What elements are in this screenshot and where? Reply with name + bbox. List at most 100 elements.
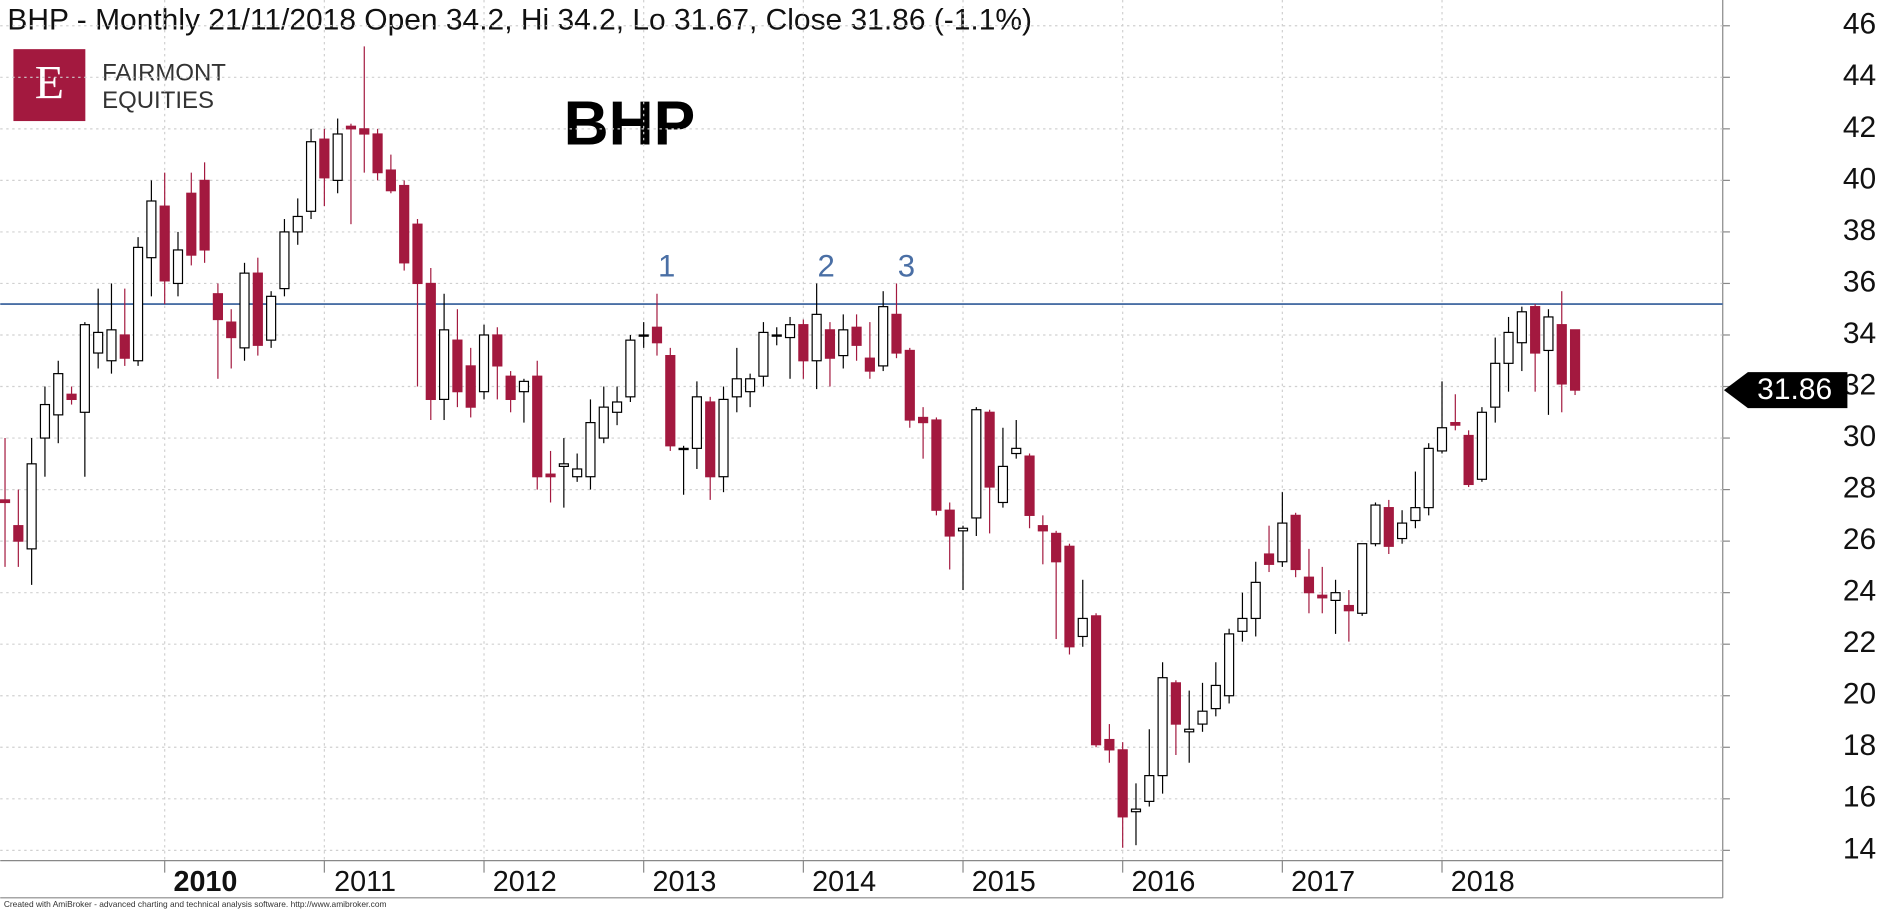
candle-body: [39, 403, 51, 439]
candle-body: [332, 133, 343, 181]
candle-body: [1210, 684, 1221, 710]
candle-body: [319, 138, 330, 179]
candle-body: [824, 329, 836, 359]
chart-title: BHP - Monthly 21/11/2018 Open 34.2, Hi 3…: [7, 3, 1032, 36]
candle-body: [585, 421, 596, 478]
candle-body: [1130, 808, 1142, 813]
y-tick-label: 28: [1843, 472, 1876, 505]
x-tick-label: 2017: [1291, 866, 1355, 898]
candle-body: [1330, 592, 1341, 601]
candle-body: [252, 272, 263, 346]
candle-body: [997, 465, 1009, 504]
candle-body: [132, 246, 144, 362]
candle-body: [984, 411, 995, 488]
candle-body: [918, 416, 929, 424]
candle-body: [904, 349, 915, 421]
candle-body: [226, 321, 237, 339]
candle-body: [1051, 532, 1062, 563]
candle-body: [1290, 514, 1301, 571]
x-tick-label: 2016: [1131, 866, 1195, 898]
candle-body: [705, 401, 716, 478]
candle-body: [971, 409, 982, 519]
candle-body: [545, 473, 556, 478]
logo-mark: E: [35, 57, 64, 110]
candle-body: [957, 527, 969, 532]
candle-body: [1357, 543, 1368, 614]
candle-body: [532, 375, 543, 478]
x-tick-label: 2011: [334, 866, 396, 898]
candle-body: [1170, 682, 1181, 725]
candle-body: [931, 419, 942, 511]
candle-body: [1224, 633, 1235, 697]
candle-body: [1383, 507, 1394, 547]
candle-body: [1423, 447, 1434, 509]
logo-box: [13, 49, 86, 122]
logo-line: EQUITIES: [102, 87, 214, 114]
candle-body: [399, 184, 410, 264]
candle-body: [106, 329, 117, 362]
candle-body: [811, 313, 822, 362]
candle-body: [731, 378, 742, 398]
candle-body: [119, 334, 130, 359]
candle-body: [478, 334, 490, 393]
candle-body: [0, 499, 11, 504]
candle-body: [638, 334, 649, 337]
candle-body: [186, 192, 197, 256]
candle-body: [93, 331, 104, 354]
candle-body: [465, 365, 476, 408]
candle-body: [1197, 710, 1208, 725]
candle-body: [1303, 576, 1315, 594]
y-tick-label: 40: [1843, 162, 1876, 195]
candle-body: [79, 324, 90, 413]
y-tick-label: 20: [1843, 678, 1876, 711]
candle-body: [199, 179, 210, 251]
candle-body: [505, 375, 516, 401]
candle-body: [1516, 311, 1527, 344]
candle-body: [1490, 362, 1501, 408]
candle-body: [305, 141, 317, 212]
candle-body: [53, 373, 64, 416]
y-tick-label: 42: [1843, 111, 1876, 144]
candle-body: [651, 326, 663, 344]
candle-body: [1250, 581, 1261, 620]
candle-body: [372, 133, 383, 174]
candle-body: [558, 463, 569, 468]
candle-body: [944, 509, 955, 537]
y-tick-label: 16: [1843, 781, 1876, 814]
y-tick-label: 38: [1843, 214, 1876, 247]
candle-body: [1436, 427, 1448, 452]
annotation: 2: [817, 249, 834, 284]
candle-body: [1024, 455, 1035, 516]
annotation: 3: [898, 249, 915, 284]
candle-body: [1396, 522, 1408, 540]
y-tick-label: 46: [1843, 8, 1876, 41]
candle-body: [1503, 331, 1514, 364]
candle-body: [1037, 525, 1048, 532]
candle-body: [572, 468, 583, 478]
candle-body: [1543, 316, 1554, 352]
chart-label: BHP: [564, 90, 696, 159]
candle-body: [611, 401, 623, 413]
x-tick-label: 2018: [1451, 866, 1515, 898]
candle-body: [625, 339, 636, 398]
candle-body: [1343, 604, 1354, 612]
candle-body: [598, 406, 609, 439]
candle-body: [691, 396, 703, 449]
candle-body: [1410, 507, 1421, 522]
candle-body: [838, 329, 849, 357]
candle-body: [745, 378, 756, 393]
candle-body: [239, 272, 250, 349]
y-tick-label: 44: [1843, 59, 1876, 92]
candle-body: [851, 326, 862, 346]
candle-body: [345, 125, 357, 130]
candle-body: [1064, 545, 1075, 648]
y-tick-label: 14: [1843, 832, 1876, 865]
candle-body: [26, 463, 37, 550]
y-tick-label: 32: [1843, 368, 1876, 401]
candle-body: [492, 334, 503, 367]
candle-body: [771, 334, 782, 337]
candle-body: [412, 223, 423, 285]
candle-body: [1077, 617, 1088, 638]
